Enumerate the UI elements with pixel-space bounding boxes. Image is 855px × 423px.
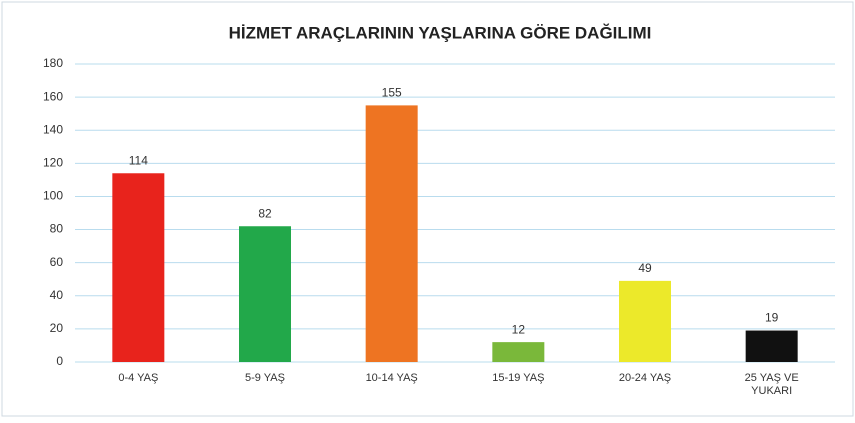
chart-title: HİZMET ARAÇLARININ YAŞLARINA GÖRE DAĞILI…	[229, 23, 652, 42]
y-tick-label: 180	[43, 56, 63, 70]
x-tick-label: 5-9 YAŞ	[245, 372, 285, 384]
y-tick-label: 60	[50, 255, 64, 269]
y-tick-label: 40	[50, 288, 64, 302]
y-tick-label: 160	[43, 89, 63, 103]
x-tick-label: 15-19 YAŞ	[492, 372, 545, 384]
data-label: 82	[258, 206, 272, 220]
x-tick-label-box: 5-9 YAŞ	[245, 372, 285, 384]
y-tick-label: 140	[43, 122, 63, 136]
bar	[492, 342, 545, 362]
x-tick-label-box: 20-24 YAŞ	[618, 372, 672, 384]
x-tick-label-box: 25 YAŞ VE YUKARI	[744, 372, 799, 397]
x-tick-label: 25 YAŞ VE YUKARI	[744, 372, 799, 397]
x-tick-label: 0-4 YAŞ	[118, 372, 159, 384]
x-tick-label: 20-24 YAŞ	[618, 372, 672, 384]
x-tick-label: 10-14 YAŞ	[365, 372, 418, 384]
x-tick-label-box: 15-19 YAŞ	[492, 372, 545, 384]
data-label: 155	[382, 86, 402, 100]
bar	[365, 105, 418, 362]
y-tick-label: 100	[43, 189, 63, 203]
bar	[745, 330, 798, 362]
y-tick-label: 80	[50, 222, 64, 236]
x-tick-label-box: 0-4 YAŞ	[118, 372, 159, 384]
data-label: 49	[638, 261, 652, 275]
bar	[239, 226, 291, 362]
y-tick-label: 20	[50, 321, 64, 335]
data-label: 12	[512, 322, 526, 336]
y-tick-label: 120	[43, 156, 63, 170]
bar	[619, 280, 671, 362]
y-tick-label: 0	[56, 354, 63, 368]
x-tick-label-box: 10-14 YAŞ	[365, 372, 418, 384]
data-label: 114	[129, 153, 148, 167]
bar	[112, 173, 165, 362]
data-label: 19	[765, 311, 779, 325]
